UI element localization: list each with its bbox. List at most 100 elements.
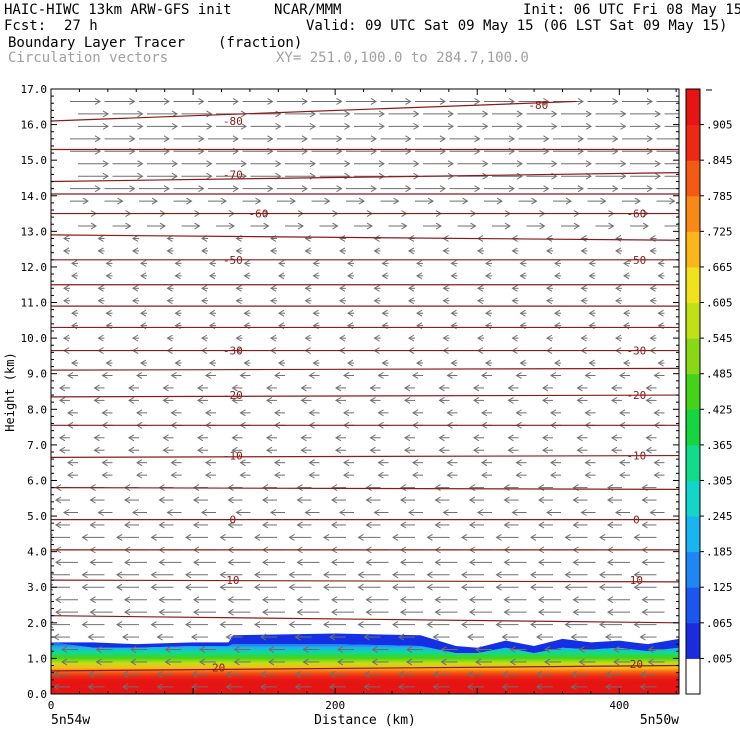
- circulation-vector: [457, 122, 489, 130]
- circulation-vector: [484, 197, 503, 205]
- circulation-vector: [274, 409, 285, 417]
- circulation-vector: [136, 409, 147, 417]
- circulation-vector: [511, 297, 519, 305]
- circulation-vector: [380, 98, 412, 105]
- circulation-vector: [561, 122, 592, 130]
- circulation-vector: [530, 583, 553, 591]
- circulation-vector: [446, 459, 458, 467]
- circulation-vector: [578, 646, 596, 653]
- circulation-vector: [526, 222, 546, 230]
- circulation-vector: [331, 496, 346, 504]
- circulation-vector: [227, 521, 243, 529]
- circulation-vector: [477, 247, 484, 255]
- circulation-vector: [615, 509, 630, 516]
- circulation-vector: [473, 446, 484, 454]
- circulation-vector: [357, 583, 381, 591]
- circulation-vector: [363, 683, 381, 691]
- y-tick-label: 13.0: [21, 225, 48, 238]
- circulation-vector: [181, 122, 213, 130]
- circulation-vector: [208, 135, 239, 143]
- circulation-vector: [408, 284, 415, 292]
- circulation-vector: [657, 309, 665, 317]
- circulation-vector: [440, 646, 458, 653]
- circulation-vector: [260, 633, 277, 641]
- circulation-vector: [78, 110, 109, 118]
- contour-label: -50: [626, 254, 646, 267]
- circulation-vector: [501, 633, 519, 641]
- circulation-vector: [588, 272, 596, 280]
- contour-label: 10: [226, 574, 239, 587]
- circulation-vector: [481, 409, 492, 417]
- circulation-vector: [78, 172, 109, 180]
- circulation-vector: [595, 110, 627, 118]
- circulation-vector: [304, 247, 312, 255]
- circulation-vector: [124, 496, 139, 504]
- circulation-vector: [639, 670, 657, 678]
- circulation-vector: [440, 658, 458, 666]
- circulation-vector: [193, 496, 208, 504]
- circulation-vector: [587, 135, 619, 143]
- circulation-vector: [319, 160, 351, 168]
- circulation-vector: [392, 583, 415, 591]
- circulation-vector: [70, 197, 89, 205]
- circulation-vector: [304, 297, 312, 305]
- contour-label: -10: [223, 450, 243, 463]
- circulation-vector: [242, 135, 274, 143]
- circulation-vector: [166, 297, 174, 305]
- circulation-vector: [473, 396, 484, 404]
- y-tick-label: 16.0: [21, 119, 48, 132]
- circulation-vector: [128, 434, 139, 442]
- circulation-vector: [270, 284, 277, 292]
- circulation-vector: [503, 596, 527, 604]
- circulation-vector: [423, 222, 442, 230]
- circulation-vector: [331, 558, 354, 566]
- contour-label: 10: [630, 574, 643, 587]
- circulation-vector: [132, 297, 139, 305]
- circulation-vector: [469, 608, 492, 616]
- circulation-vector: [67, 409, 78, 417]
- circulation-vector: [438, 434, 450, 442]
- circulation-vector: [201, 297, 208, 305]
- circulation-vector: [132, 235, 139, 242]
- circulation-vector: [526, 122, 558, 130]
- circulation-vector: [339, 509, 354, 516]
- circulation-vector: [239, 372, 251, 379]
- circulation-vector: [467, 670, 484, 678]
- circulation-vector: [457, 222, 477, 230]
- circulation-vector: [515, 372, 527, 379]
- circulation-vector: [363, 670, 381, 678]
- circulation-vector: [70, 185, 101, 193]
- circulation-vector: [260, 683, 277, 691]
- circulation-vector: [296, 558, 320, 566]
- circulation-vector: [408, 509, 423, 516]
- circulation-vector: [302, 658, 320, 666]
- circulation-vector: [615, 284, 622, 292]
- circulation-vector: [434, 521, 450, 529]
- circulation-vector: [235, 297, 243, 305]
- circulation-vector: [227, 558, 251, 566]
- circulation-vector: [268, 646, 285, 653]
- circulation-vector: [250, 160, 282, 168]
- circulation-vector: [285, 122, 316, 130]
- circulation-vector: [112, 122, 144, 130]
- circulation-vector: [181, 222, 201, 230]
- circulation-vector: [132, 247, 139, 255]
- field-name: Boundary Layer Tracer: [8, 35, 186, 51]
- temperature-contour: [51, 664, 679, 672]
- circulation-vector: [277, 98, 308, 105]
- circulation-vector: [519, 259, 527, 267]
- circulation-vector: [630, 160, 661, 168]
- circulation-vector: [250, 222, 270, 230]
- circulation-vector: [584, 409, 596, 417]
- circulation-vector: [288, 533, 312, 541]
- circulation-vector: [554, 309, 561, 317]
- temperature-contour: [51, 486, 679, 490]
- circulation-vector: [605, 683, 622, 691]
- circulation-vector: [570, 683, 588, 691]
- colorbar-label: .785: [706, 190, 733, 203]
- circulation-vector: [130, 658, 147, 666]
- circulation-vector: [174, 259, 182, 267]
- circulation-vector: [81, 571, 105, 579]
- circulation-vector: [538, 521, 553, 529]
- circulation-vector: [216, 160, 247, 168]
